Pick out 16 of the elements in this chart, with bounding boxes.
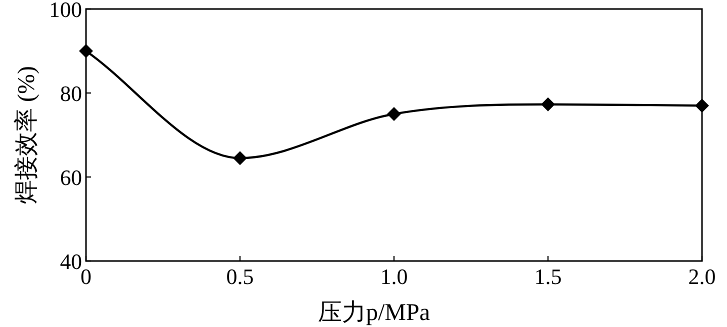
point [233, 151, 247, 166]
x-tick-label: 1.0 [380, 264, 408, 289]
y-tick-label: 80 [60, 81, 82, 106]
x-tick-label: 0.5 [226, 264, 254, 289]
x-tick-label: 2.0 [688, 264, 716, 289]
x-axis-title: 压力p/MPa [318, 300, 430, 326]
x-tick-label: 0 [80, 264, 92, 289]
y-tick-label: 40 [60, 249, 82, 274]
y-tick-label: 100 [49, 0, 82, 22]
y-tick-label: 60 [60, 165, 82, 190]
point [541, 97, 555, 112]
point [695, 98, 709, 113]
point [387, 107, 401, 121]
x-tick-label: 1.5 [534, 264, 562, 289]
point [79, 44, 93, 58]
y-axis-title: 焊接效率 (%) [13, 66, 40, 204]
